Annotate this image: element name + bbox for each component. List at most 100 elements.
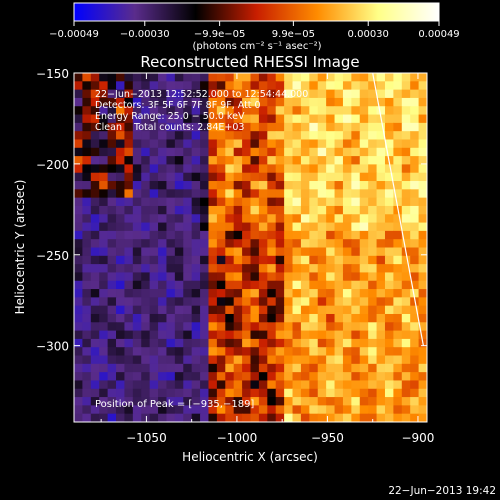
heatmap-cell: [326, 230, 336, 240]
heatmap-cell: [334, 264, 344, 274]
heatmap-cell: [326, 380, 336, 390]
heatmap-cell: [242, 181, 252, 190]
heatmap-cell: [326, 97, 336, 107]
heatmap-cell: [174, 272, 184, 282]
heatmap-cell: [216, 189, 226, 199]
heatmap-cell: [74, 164, 83, 174]
heatmap-cell: [418, 81, 427, 91]
heatmap-cell: [107, 114, 117, 124]
heatmap-cell: [351, 255, 361, 265]
heatmap-cell: [132, 272, 142, 282]
heatmap-cell: [183, 172, 193, 182]
heatmap-cell: [267, 97, 277, 107]
heatmap-cell: [174, 97, 184, 107]
heatmap-cell: [158, 363, 168, 373]
heatmap-cell: [258, 139, 268, 149]
heatmap-cell: [99, 147, 109, 157]
heatmap-cell: [225, 413, 235, 422]
heatmap-cell: [418, 247, 427, 257]
heatmap-cell: [351, 363, 361, 373]
heatmap-cell: [233, 147, 243, 157]
heatmap-cell: [166, 330, 176, 340]
heatmap-cell: [200, 338, 210, 348]
heatmap-cell: [242, 305, 252, 315]
heatmap-cell: [351, 239, 361, 249]
heatmap-cell: [149, 189, 159, 199]
heatmap-cell: [132, 197, 142, 207]
heatmap-cell: [191, 297, 201, 307]
heatmap-cell: [284, 197, 294, 207]
heatmap-cell: [267, 181, 277, 190]
heatmap-cell: [183, 372, 193, 382]
heatmap-cell: [208, 247, 218, 257]
heatmap-cell: [82, 405, 92, 415]
heatmap-cell: [141, 264, 151, 274]
heatmap-cell: [116, 122, 126, 132]
heatmap-cell: [326, 131, 336, 141]
heatmap-cell: [141, 214, 151, 224]
heatmap-cell: [401, 313, 411, 323]
heatmap-cell: [292, 172, 302, 182]
heatmap-cell: [149, 222, 159, 232]
heatmap-cell: [200, 189, 210, 199]
heatmap-cell: [418, 264, 427, 274]
heatmap-cell: [124, 413, 134, 422]
plot-frame: [73, 72, 428, 423]
heatmap-cell: [116, 97, 126, 107]
heatmap-cell: [342, 280, 352, 290]
heatmap-cell: [132, 347, 142, 357]
heatmap-cell: [393, 355, 403, 365]
heatmap-cell: [233, 255, 243, 265]
heatmap-cell: [149, 239, 159, 249]
heatmap-cell: [158, 222, 168, 232]
heatmap-cell: [208, 205, 218, 215]
heatmap-cell: [124, 89, 134, 99]
heatmap-cell: [74, 347, 83, 357]
heatmap-cell: [359, 397, 369, 406]
heatmap-cell: [208, 147, 218, 157]
heatmap-cell: [90, 297, 100, 307]
heatmap-cell: [359, 122, 369, 132]
heatmap-cell: [300, 355, 310, 365]
heatmap-cell: [116, 230, 126, 240]
heatmap-cell: [275, 214, 285, 224]
heatmap-cell: [166, 363, 176, 373]
heatmap-cell: [116, 255, 126, 265]
heatmap-cell: [368, 355, 378, 365]
heatmap-cell: [107, 189, 117, 199]
heatmap-cell: [225, 239, 235, 249]
heatmap-cell: [292, 122, 302, 132]
heatmap-cell: [174, 181, 184, 190]
heatmap-cell: [326, 106, 336, 116]
heatmap-cell: [90, 205, 100, 215]
heatmap-cell: [342, 247, 352, 257]
heatmap-cell: [275, 413, 285, 422]
heatmap-cell: [99, 156, 109, 166]
heatmap-cell: [300, 272, 310, 282]
heatmap-cell: [116, 330, 126, 340]
heatmap-cell: [326, 189, 336, 199]
heatmap-cell: [90, 280, 100, 290]
heatmap-cell: [158, 106, 168, 116]
heatmap-cell: [342, 397, 352, 406]
heatmap-cell: [200, 363, 210, 373]
heatmap-cell: [158, 197, 168, 207]
heatmap-cell: [132, 363, 142, 373]
heatmap-cell: [309, 297, 319, 307]
heatmap-cell: [191, 172, 201, 182]
heatmap-cell: [99, 264, 109, 274]
heatmap-cell: [368, 338, 378, 348]
heatmap-cell: [418, 297, 427, 307]
heatmap-cell: [107, 139, 117, 149]
heatmap-cell: [258, 172, 268, 182]
heatmap-cell: [418, 272, 427, 282]
heatmap-cell: [376, 147, 386, 157]
heatmap-cell: [401, 156, 411, 166]
heatmap-cell: [258, 347, 268, 357]
heatmap-cell: [351, 272, 361, 282]
heatmap-cell: [99, 114, 109, 124]
heatmap-cell: [183, 330, 193, 340]
heatmap-cell: [368, 363, 378, 373]
heatmap-cell: [359, 131, 369, 141]
heatmap-cell: [342, 363, 352, 373]
